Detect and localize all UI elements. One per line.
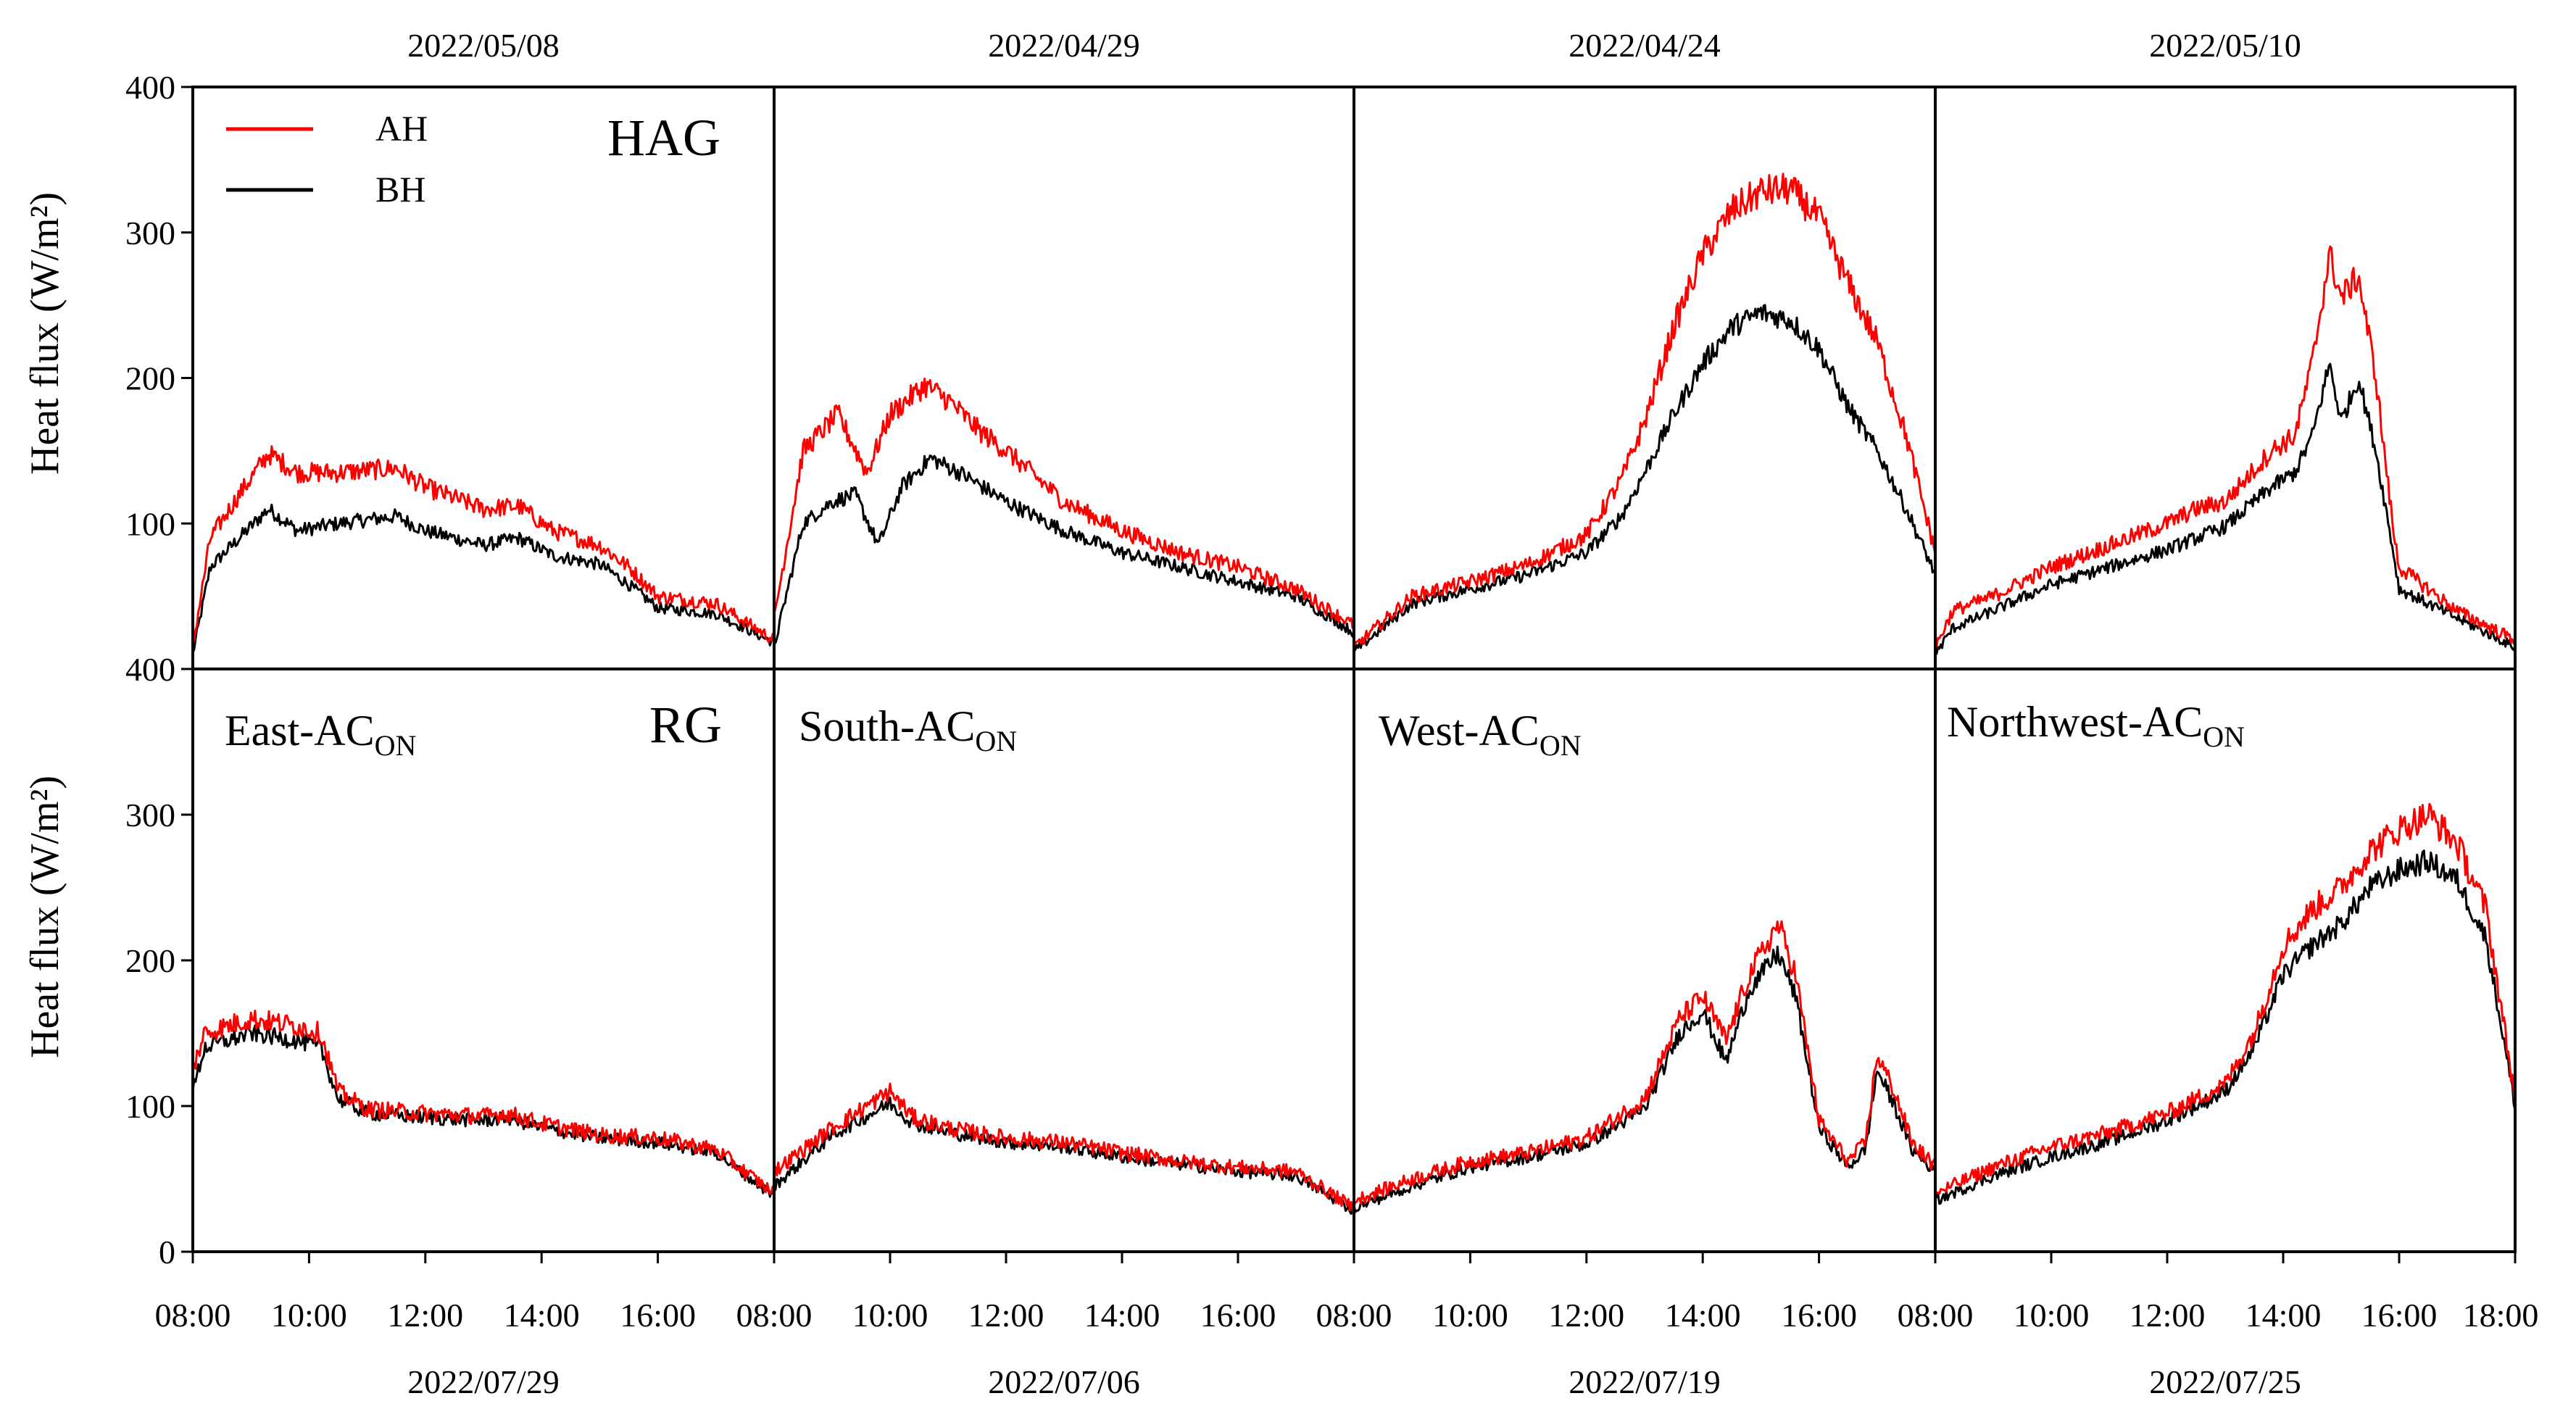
series-line-bh-top-2	[1353, 304, 1936, 652]
y-tick-label: 200	[125, 942, 175, 979]
series-lines	[191, 173, 2517, 1215]
y-tick-labels-bottom: 0 100 200 300 400	[125, 651, 175, 1271]
x-tick-label: 16:00	[620, 1297, 696, 1334]
panel-frames	[191, 86, 2517, 1253]
x-tick-label: 12:00	[1548, 1297, 1624, 1334]
bottom-date-label: 2022/07/29	[407, 1363, 560, 1400]
series-line-ah-bottom-0	[191, 1010, 776, 1200]
y-tick-label: 400	[125, 69, 175, 106]
x-tick-label: 08:00	[1316, 1297, 1392, 1334]
group-label-rg: RG	[649, 696, 722, 754]
panel-label-sub: ON	[975, 725, 1017, 757]
series-line-bh-top-0	[191, 503, 776, 654]
y-tick-label: 400	[125, 651, 175, 688]
y-tick-labels-top: 0 100 200 300 400	[125, 69, 175, 688]
panel-label-south: South-ACON	[799, 702, 1017, 757]
series-line-bh-bottom-3	[1934, 849, 2517, 1205]
panel-label-east: East-ACON	[225, 707, 416, 762]
top-date-label: 2022/05/10	[2149, 27, 2301, 64]
x-tick-label: 08:00	[736, 1297, 813, 1334]
x-tick-label: 14:00	[1665, 1297, 1741, 1334]
y-tick-label: 200	[125, 360, 175, 397]
legend: AH BH	[226, 108, 428, 209]
x-tick-label: 14:00	[2245, 1297, 2322, 1334]
y-tick-label: 300	[125, 797, 175, 834]
bottom-date-label: 2022/07/06	[988, 1363, 1140, 1400]
bottom-date-label: 2022/07/25	[2149, 1363, 2301, 1400]
x-tick-label: 16:00	[2361, 1297, 2438, 1334]
axis-ticks	[181, 86, 2517, 1263]
x-tick-label: 16:00	[1781, 1297, 1857, 1334]
x-tick-label: 14:00	[504, 1297, 580, 1334]
series-line-ah-top-3	[1934, 245, 2516, 650]
y-axis-label-top: Heat flux (W/m²)	[22, 192, 67, 475]
top-date-label: 2022/05/08	[407, 27, 560, 64]
series-line-ah-bottom-3	[1935, 802, 2517, 1195]
series-line-ah-bottom-1	[773, 1082, 1355, 1215]
series-line-ah-bottom-2	[1353, 920, 1937, 1207]
group-label-hag: HAG	[607, 109, 720, 167]
panel-label-main: Northwest-AC	[1947, 698, 2203, 746]
panel-label-sub: ON	[2203, 720, 2245, 753]
x-tick-label: 12:00	[2130, 1297, 2206, 1334]
y-tick-label: 100	[125, 1088, 175, 1125]
x-tick-label: 08:00	[1898, 1297, 1974, 1334]
top-date-label: 2022/04/29	[988, 27, 1140, 64]
x-tick-label: 10:00	[1432, 1297, 1508, 1334]
panel-label-sub: ON	[375, 729, 417, 762]
x-tick-label: 16:00	[1200, 1297, 1276, 1334]
y-tick-label: 0	[159, 651, 175, 688]
x-tick-labels: 08:00 10:00 12:00 14:00 16:00 08:00 10:0…	[155, 1297, 2539, 1334]
x-tick-label: 08:00	[155, 1297, 231, 1334]
x-tick-label: 12:00	[387, 1297, 463, 1334]
series-line-bh-bottom-0	[191, 1024, 775, 1198]
x-tick-label: 10:00	[852, 1297, 928, 1334]
x-tick-label: 10:00	[271, 1297, 347, 1334]
x-tick-label: 18:00	[2463, 1297, 2539, 1334]
legend-label-ah: AH	[375, 108, 428, 149]
panel-label-northwest: Northwest-ACON	[1947, 698, 2245, 753]
legend-label-bh: BH	[375, 169, 425, 209]
panel-label-west: West-ACON	[1379, 707, 1582, 762]
series-line-ah-top-2	[1353, 173, 1937, 645]
series-line-bh-top-1	[773, 454, 1355, 644]
x-tick-label: 12:00	[968, 1297, 1044, 1334]
y-tick-label: 0	[159, 1234, 175, 1271]
series-line-bh-top-3	[1935, 362, 2517, 656]
bottom-date-label: 2022/07/19	[1569, 1363, 1721, 1400]
series-line-bh-bottom-2	[1353, 945, 1937, 1213]
series-line-ah-top-0	[191, 445, 776, 644]
panel-label-main: West-AC	[1379, 707, 1540, 755]
top-date-label: 2022/04/24	[1569, 27, 1721, 64]
y-tick-label: 100	[125, 505, 175, 542]
y-axis-label-bottom: Heat flux (W/m²)	[22, 776, 67, 1058]
panel-label-main: South-AC	[799, 702, 975, 750]
x-tick-label: 10:00	[2014, 1297, 2090, 1334]
series-line-ah-top-1	[773, 378, 1355, 630]
panel-label-sub: ON	[1540, 729, 1582, 762]
panel-label-main: East-AC	[225, 707, 375, 755]
y-tick-label: 300	[125, 215, 175, 252]
x-tick-label: 14:00	[1084, 1297, 1160, 1334]
